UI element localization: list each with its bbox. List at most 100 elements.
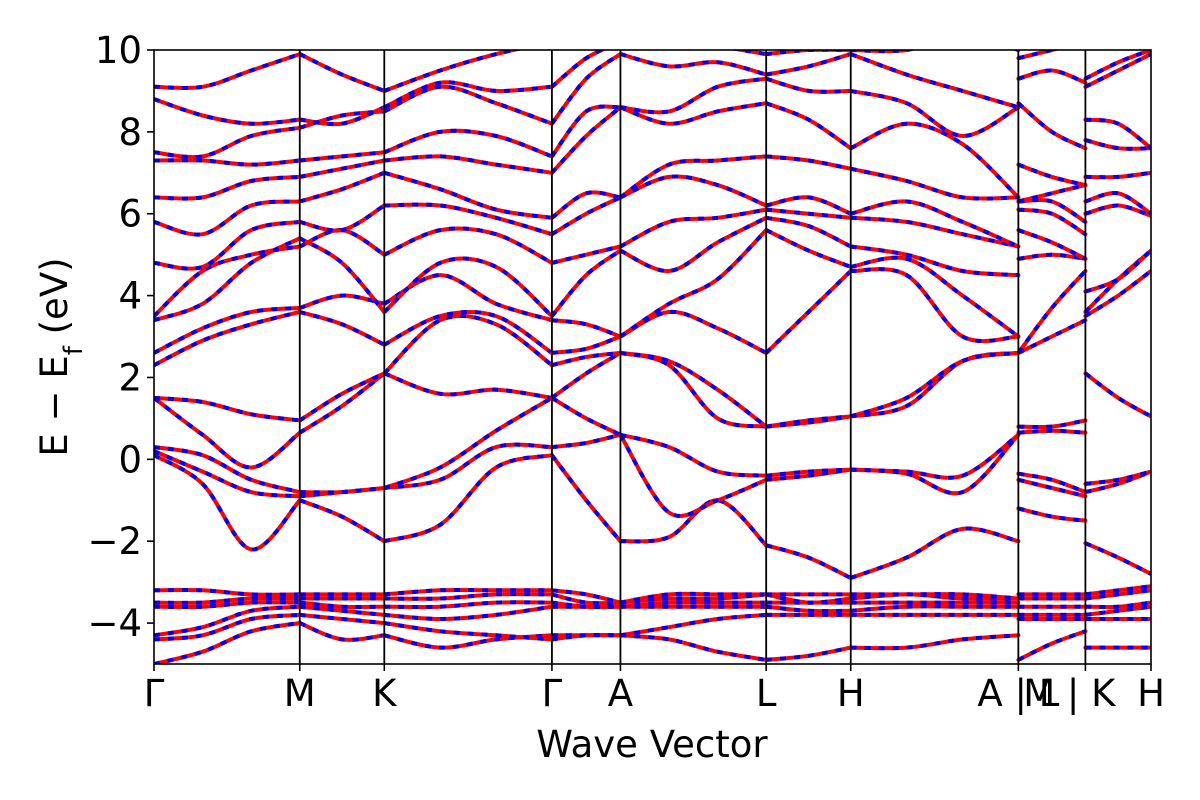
y-axis-title: E − Ef (eV) [33, 257, 89, 456]
band-line-dashed [619, 52, 767, 77]
band-line-dashed [765, 215, 852, 249]
plot-frame [153, 49, 1152, 665]
y-tick-label: −4 [87, 602, 142, 645]
band-line [297, 228, 387, 257]
band-line [154, 52, 302, 91]
band-line-dashed [1018, 471, 1087, 494]
band-line-dashed [384, 202, 553, 237]
y-axis-ticks: −4 −2 0 2 4 6 8 10 [87, 29, 154, 645]
band-line-dashed [619, 216, 768, 274]
band-line-dashed [1018, 252, 1086, 261]
band-line-dashed [765, 195, 852, 216]
band-line [154, 305, 302, 355]
band-line-dashed [850, 255, 1020, 339]
band-line-dashed [850, 350, 1019, 419]
band-line-dashed [383, 128, 553, 159]
band-line [1016, 50, 1061, 61]
band-line-dashed [384, 587, 552, 597]
band-line-dashed [550, 105, 622, 175]
band-line-dashed [384, 442, 552, 490]
y-tick-label: 2 [118, 356, 142, 399]
band-line-dashed [765, 76, 851, 94]
band-line [764, 101, 853, 151]
band-line-dashed [850, 166, 1019, 201]
band-line-dashed [619, 350, 767, 429]
band-line-dashed [550, 104, 621, 158]
band-line-dashed [299, 105, 386, 127]
band-line [1083, 248, 1151, 294]
band-line-dashed [384, 600, 552, 610]
band-line-dashed [383, 309, 554, 355]
band-line-dashed [765, 52, 852, 77]
band-line-dashed [1018, 428, 1086, 435]
band-line-dashed [298, 52, 386, 93]
band-line [1016, 228, 1088, 261]
band-line-dashed [1085, 600, 1151, 610]
band-line [154, 449, 302, 499]
band-line-dashed [765, 592, 851, 605]
band-line-dashed [620, 76, 767, 115]
band-line [848, 432, 1021, 480]
band-line-dashed [298, 371, 386, 423]
band-line [618, 228, 769, 339]
band-line-dashed [619, 228, 768, 339]
band-line [549, 334, 623, 355]
x-tick-label: Γ [542, 672, 563, 715]
band-line-dashed [1084, 269, 1151, 318]
band-line-dashed [154, 97, 300, 126]
band-line-dashed [298, 228, 386, 257]
band-line-dashed [299, 486, 385, 495]
band-line-dashed [620, 13, 766, 18]
band-line-dashed [764, 269, 853, 355]
band-line [620, 13, 766, 18]
band-line [1083, 50, 1151, 81]
band-line-dashed [552, 17, 621, 42]
band-line-dashed [850, 433, 1020, 496]
band-line-dashed [620, 592, 767, 605]
band-line-dashed [383, 170, 553, 220]
band-line-dashed [384, 592, 552, 601]
band-line-dashed [850, 592, 1019, 601]
band-line-dashed [620, 591, 767, 605]
band-line-dashed [299, 170, 386, 204]
band-line [618, 309, 769, 355]
band-line-dashed [383, 453, 553, 544]
band-line-dashed [765, 414, 851, 429]
band-line [549, 395, 623, 437]
band-line [549, 244, 623, 265]
band-line-dashed [619, 207, 767, 249]
band-line-dashed [1084, 203, 1151, 218]
band-line-dashed [154, 244, 301, 318]
band-line-dashed [299, 203, 386, 233]
band-line-dashed [1017, 477, 1086, 499]
band-line-dashed [299, 498, 386, 543]
band-line-dashed [383, 80, 553, 110]
x-axis-ticks: Γ M K Γ A L H A | LM | K H [144, 664, 1165, 715]
band-line-dashed [154, 587, 300, 597]
band-line-dashed [550, 52, 622, 125]
band-line-dashed [154, 604, 300, 638]
band-line [618, 432, 769, 478]
band-line-dashed [1085, 588, 1151, 601]
band-line-dashed [1018, 418, 1086, 430]
band-line [154, 310, 302, 368]
band-line-dashed [298, 236, 386, 314]
band-line-dashed [766, 467, 851, 478]
x-tick-label: L [756, 672, 777, 715]
x-tick-label: A | L [977, 672, 1059, 715]
x-tick-label: M [284, 672, 316, 715]
band-line-dashed [299, 150, 385, 163]
band-line [1085, 25, 1151, 41]
band-line [618, 498, 769, 548]
band-line-dashed [154, 612, 300, 642]
band-line-dashed [1084, 371, 1151, 419]
band-line [382, 395, 554, 490]
x-tick-label: H [837, 672, 865, 715]
band-line [848, 50, 1021, 54]
band-line [764, 50, 853, 57]
band-line-dashed [154, 125, 301, 160]
band-line-dashed [1017, 506, 1086, 523]
band-line-dashed [850, 199, 1020, 249]
band-curves [154, 13, 1151, 664]
band-line-dashed [154, 600, 300, 610]
